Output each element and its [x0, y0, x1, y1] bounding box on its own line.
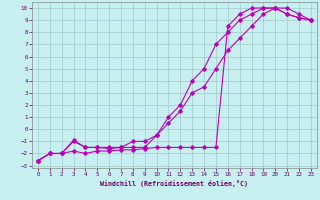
X-axis label: Windchill (Refroidissement éolien,°C): Windchill (Refroidissement éolien,°C) — [100, 180, 248, 187]
